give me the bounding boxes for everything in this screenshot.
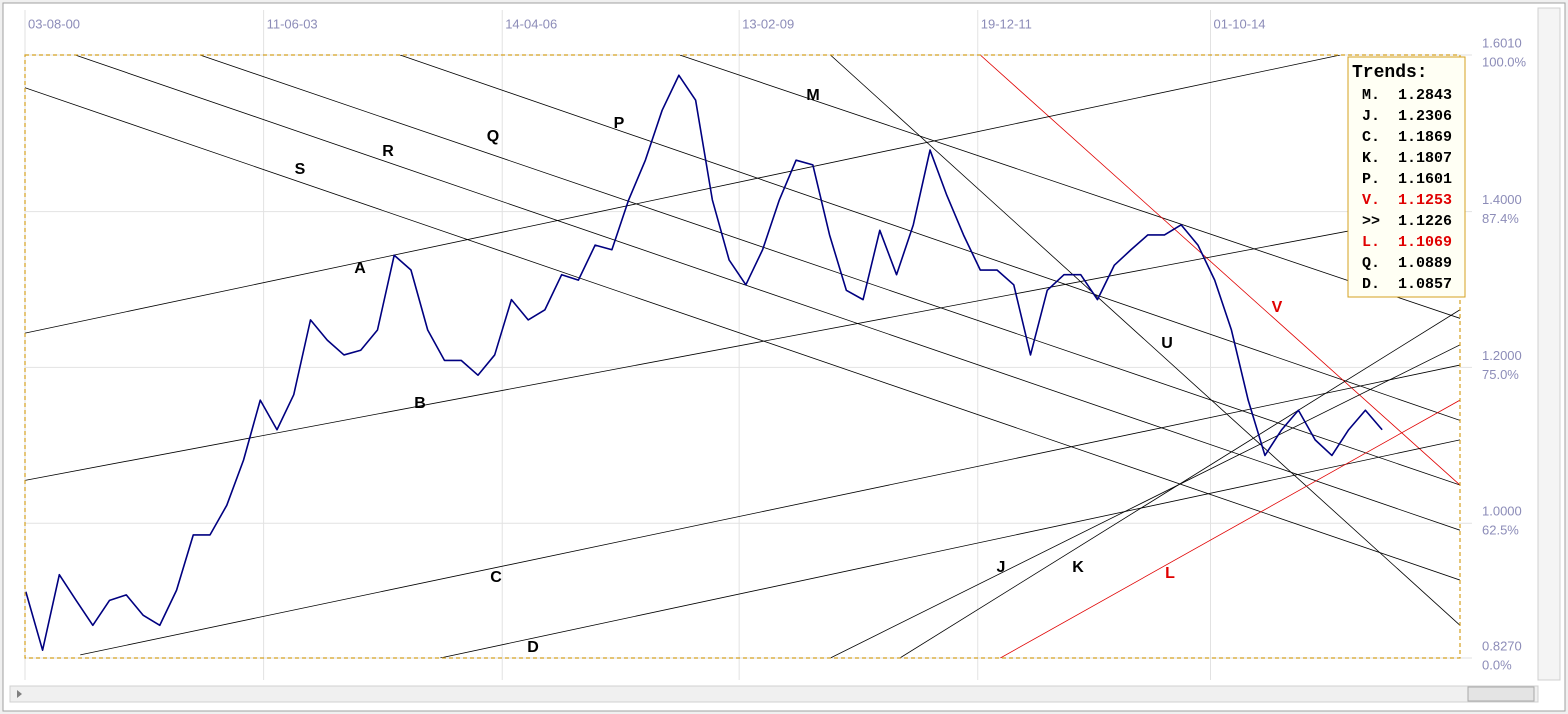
vertical-scrollbar[interactable] [1537,7,1561,681]
trend-label: S [295,161,306,178]
y-tick-label: 1.2000 [1482,348,1522,363]
trend-item-value: 1.1869 [1398,129,1452,146]
trend-label: Q [487,128,499,145]
trend-item-value: 1.0889 [1398,255,1452,272]
trend-item-name: M. [1362,87,1380,104]
trend-item-name: C. [1362,129,1380,146]
y-tick-label: 1.0000 [1482,504,1522,519]
trend-item-name: V. [1362,192,1380,209]
trend-line [440,439,1460,658]
y-percent-label: 0.0% [1482,657,1512,672]
y-percent-label: 100.0% [1482,54,1527,69]
plot-area [25,55,1460,658]
trend-item-value: 1.2843 [1398,87,1452,104]
trend-label: P [614,115,625,132]
trend-label: D [527,639,539,656]
x-tick-label: 14-04-06 [505,16,557,31]
trend-item-name: D. [1362,276,1380,293]
trends-title: Trends: [1352,63,1428,83]
trend-item-value: 1.1253 [1398,192,1452,209]
trend-line [199,55,1460,486]
x-tick-label: 11-06-03 [267,16,318,31]
trend-label: J [997,559,1006,576]
y-percent-label: 87.4% [1482,211,1519,226]
trend-item-value: 1.1601 [1398,171,1452,188]
grid [24,10,1472,680]
trend-item-name: K. [1362,150,1380,167]
trend-label: U [1161,335,1173,352]
trend-item-value: 1.1226 [1398,213,1452,230]
trend-line [25,87,1460,581]
trend-item-name: J. [1362,108,1380,125]
trend-item-value: 1.2306 [1398,108,1452,125]
trend-line [899,309,1460,658]
labels: 03-08-00 11-06-03 14-04-06 13-02-09 19-12-11… [28,16,1527,672]
trend-line [830,55,1460,626]
x-tick-label: 13-02-09 [742,16,794,31]
trend-line [25,209,1460,481]
trend-label: C [490,569,502,586]
x-tick-label: 19-12-11 [981,16,1032,31]
y-percent-label: 75.0% [1482,367,1519,382]
trend-line [980,55,1460,486]
trends-items: M. 1.2843 J. 1.2306 C. 1.1869 K. 1.1807 P. 1.1601… [1362,87,1452,293]
trends-box [1347,56,1466,298]
trend-item-name: >> [1362,213,1380,230]
x-tick-label: 03-08-00 [28,16,80,31]
trend-label: R [382,143,394,160]
price-line [25,74,1383,652]
y-tick-label: 0.8270 [1482,638,1522,653]
y-tick-label: 1.6010 [1482,35,1522,50]
trend-label: A [354,260,366,277]
trend-line [75,55,1460,531]
trend-line [830,344,1460,658]
trend-label: B [414,395,426,412]
trend-line [1000,399,1460,658]
y-percent-label: 62.5% [1482,523,1519,538]
trend-line [25,55,1341,334]
trend-item-name: Q. [1362,255,1380,272]
scroll-left-arrow[interactable] [17,690,22,698]
trend-label: V [1272,299,1283,316]
x-tick-label: 01-10-14 [1214,16,1266,31]
trend-line [80,364,1460,656]
trend-label: M [806,87,819,104]
y-tick-label: 1.4000 [1482,192,1522,207]
trend-item-value: 1.1807 [1398,150,1452,167]
trend-item-name: L. [1362,234,1380,251]
trend-item-value: 1.1069 [1398,234,1452,251]
horizontal-scrollbar[interactable] [9,685,1539,703]
trend-line [679,55,1460,319]
trend-label: L [1165,565,1175,582]
scroll-thumb[interactable] [1467,686,1535,702]
trend-item-name: P. [1362,171,1380,188]
trend-label: K [1072,559,1084,576]
trend-item-value: 1.0857 [1398,276,1452,293]
plot-frame [24,54,1461,659]
trend-line [399,55,1460,421]
